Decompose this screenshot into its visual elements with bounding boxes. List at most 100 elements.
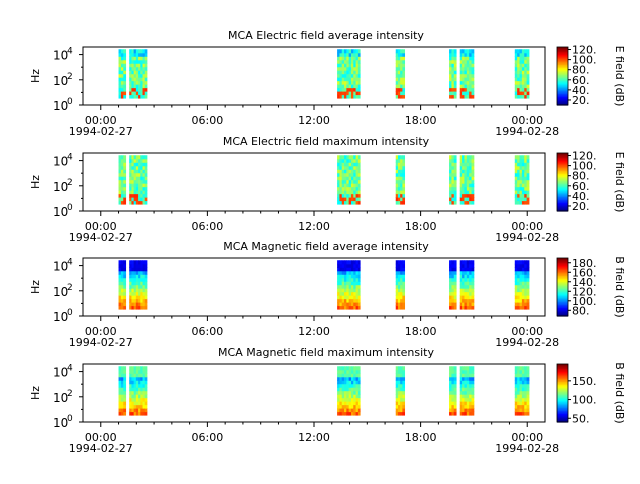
spectrogram-cell <box>120 73 124 78</box>
spectrogram-cell <box>138 302 141 307</box>
spectrogram-cell <box>337 63 340 68</box>
spectrogram-cell <box>348 158 352 163</box>
spectrogram-cell <box>348 288 352 293</box>
spectrogram-cell <box>140 383 143 388</box>
spectrogram-cell <box>355 70 359 75</box>
spectrogram-cell <box>517 94 520 99</box>
spectrogram-cell <box>339 397 343 402</box>
spectrogram-cell <box>469 366 472 371</box>
spectrogram-cell <box>123 390 127 395</box>
spectrogram-cell <box>451 281 455 286</box>
spectrogram-cell <box>471 87 475 92</box>
spectrogram-cell <box>344 397 347 402</box>
colorbar-swatch <box>557 308 568 311</box>
spectrogram-cell <box>449 263 452 268</box>
spectrogram-cell <box>453 369 457 374</box>
spectrogram-cell <box>140 165 143 170</box>
spectrogram-cell <box>395 84 399 89</box>
spectrogram-cell <box>521 408 525 413</box>
colorbar-swatch <box>557 379 568 382</box>
panel-title: MCA Magnetic field average intensity <box>223 240 429 253</box>
spectrogram-cell <box>517 380 520 385</box>
spectrogram-cell <box>339 73 343 78</box>
spectrogram-cell <box>519 52 523 57</box>
spectrogram-cell <box>131 56 135 61</box>
spectrogram-cell <box>453 260 457 265</box>
spectrogram-cell <box>521 158 525 163</box>
colorbar-swatch <box>557 295 568 298</box>
spectrogram-cell <box>526 94 530 99</box>
spectrogram-cell <box>517 404 520 409</box>
spectrogram-cell <box>519 267 523 272</box>
spectrogram-cell <box>118 408 122 413</box>
spectrogram-cell <box>142 91 146 96</box>
spectrogram-cell <box>459 49 463 54</box>
spectrogram-cell <box>120 284 124 289</box>
spectrogram-cell <box>449 80 452 85</box>
spectrogram-cell <box>462 162 465 167</box>
spectrogram-cell <box>514 77 518 82</box>
colorbar-swatch <box>557 70 568 73</box>
spectrogram-cell <box>355 380 359 385</box>
spectrogram-cell <box>395 197 399 202</box>
spectrogram-cell <box>350 270 354 275</box>
spectrogram-cell <box>524 179 528 184</box>
spectrogram-cell <box>469 70 472 75</box>
spectrogram-cell <box>357 52 361 57</box>
spectrogram-cell <box>397 305 401 310</box>
spectrogram-cell <box>120 63 124 68</box>
spectrogram-cell <box>350 200 354 205</box>
spectrogram-cell <box>459 267 463 272</box>
spectrogram-cell <box>521 197 525 202</box>
spectrogram-cell <box>453 411 457 416</box>
spectrogram-cell <box>402 305 406 310</box>
spectrogram-cell <box>135 397 139 402</box>
spectrogram-cell <box>466 270 470 275</box>
spectrogram-cell <box>140 80 143 85</box>
colorbar-swatch <box>557 89 568 92</box>
spectrogram-cell <box>469 277 472 282</box>
spectrogram-cell <box>135 190 139 195</box>
spectrogram-cell <box>395 87 399 92</box>
spectrogram-cell <box>133 91 137 96</box>
spectrogram-cell <box>346 66 350 71</box>
spectrogram-cell <box>140 169 143 174</box>
spectrogram-cell <box>459 169 463 174</box>
spectrogram-cell <box>524 404 528 409</box>
colorbar-swatch <box>557 183 568 186</box>
spectrogram-cell <box>453 298 457 303</box>
colorbar-swatch <box>557 411 568 414</box>
x-tick-label: 00:00 <box>85 431 117 444</box>
spectrogram-cell <box>355 302 359 307</box>
spectrogram-cell <box>353 197 356 202</box>
spectrogram-cell <box>453 77 457 82</box>
colorbar-swatch <box>557 192 568 195</box>
spectrogram-cell <box>517 397 520 402</box>
spectrogram-cell <box>133 277 137 282</box>
x-date-label: 1994-02-27 <box>69 125 133 138</box>
spectrogram-cell <box>129 84 132 89</box>
spectrogram-cell <box>521 401 525 406</box>
spectrogram-cell <box>120 302 124 307</box>
colorbar-swatch <box>557 307 568 310</box>
spectrogram-cell <box>395 190 399 195</box>
colorbar-swatch <box>557 78 568 81</box>
colorbar-swatch <box>557 395 568 398</box>
spectrogram-cell <box>402 91 406 96</box>
spectrogram-cell <box>524 383 528 388</box>
spectrogram-cell <box>400 77 403 82</box>
spectrogram-cell <box>355 267 359 272</box>
spectrogram-cell <box>140 155 143 160</box>
spectrogram-cell <box>471 73 475 78</box>
spectrogram-cell <box>449 260 452 265</box>
spectrogram-cell <box>459 369 463 374</box>
spectrogram-cell <box>464 284 468 289</box>
spectrogram-cell <box>133 49 137 54</box>
spectrogram-cell <box>451 66 455 71</box>
spectrogram-cell <box>138 411 141 416</box>
spectrogram-cell <box>120 176 124 181</box>
spectrogram-cell <box>453 305 457 310</box>
spectrogram-cell <box>138 158 141 163</box>
spectrogram-cell <box>140 366 143 371</box>
spectrogram-cell <box>526 408 530 413</box>
